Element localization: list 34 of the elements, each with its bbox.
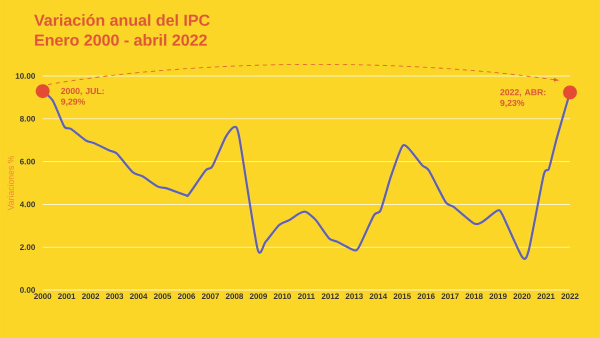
x-tick-label: 2012 [322, 293, 339, 300]
y-tick-label: 8.00 [20, 116, 35, 122]
chart-title: Variación anual del IPC [34, 14, 210, 26]
x-tick-label: 2009 [250, 293, 267, 300]
x-tick-label: 2015 [394, 293, 411, 300]
y-tick-label: 4.00 [20, 202, 35, 208]
x-tick-label: 2013 [346, 293, 363, 300]
x-tick-label: 2021 [537, 293, 555, 300]
x-tick-label: 2020 [513, 293, 531, 300]
y-tick-label: 0.00 [20, 287, 35, 293]
x-tick-label: 2022 [561, 293, 579, 300]
annotation: 2000, JUL: 9,29% [61, 88, 104, 106]
x-tick-label: 2016 [418, 293, 435, 300]
y-axis-title: Variaciones % [8, 156, 14, 210]
x-tick-label: 2008 [226, 293, 244, 300]
y-tick-label: 6.00 [20, 158, 35, 164]
x-tick-label: 2000 [34, 293, 52, 300]
y-tick-label: 10.00 [16, 73, 35, 79]
x-tick-label: 2001 [58, 293, 76, 300]
x-tick-label: 2002 [82, 293, 100, 300]
x-tick-label: 2018 [465, 293, 483, 300]
x-tick-label: 2005 [154, 293, 172, 300]
x-tick-label: 2003 [106, 293, 124, 300]
x-tick-label: 2014 [370, 293, 388, 300]
y-tick-label: 2.00 [20, 244, 35, 250]
x-tick-label: 2017 [442, 293, 459, 300]
x-tick-label: 2011 [298, 293, 315, 300]
chart-subtitle: Enero 2000 - abril 2022 [35, 34, 207, 46]
x-tick-label: 2007 [202, 293, 219, 300]
x-tick-label: 2010 [274, 293, 291, 300]
x-tick-label: 2006 [178, 293, 196, 300]
annotation: 2022, ABR: 9,23% [500, 89, 546, 108]
x-tick-label: 2019 [489, 293, 507, 300]
x-tick-label: 2004 [130, 293, 148, 300]
